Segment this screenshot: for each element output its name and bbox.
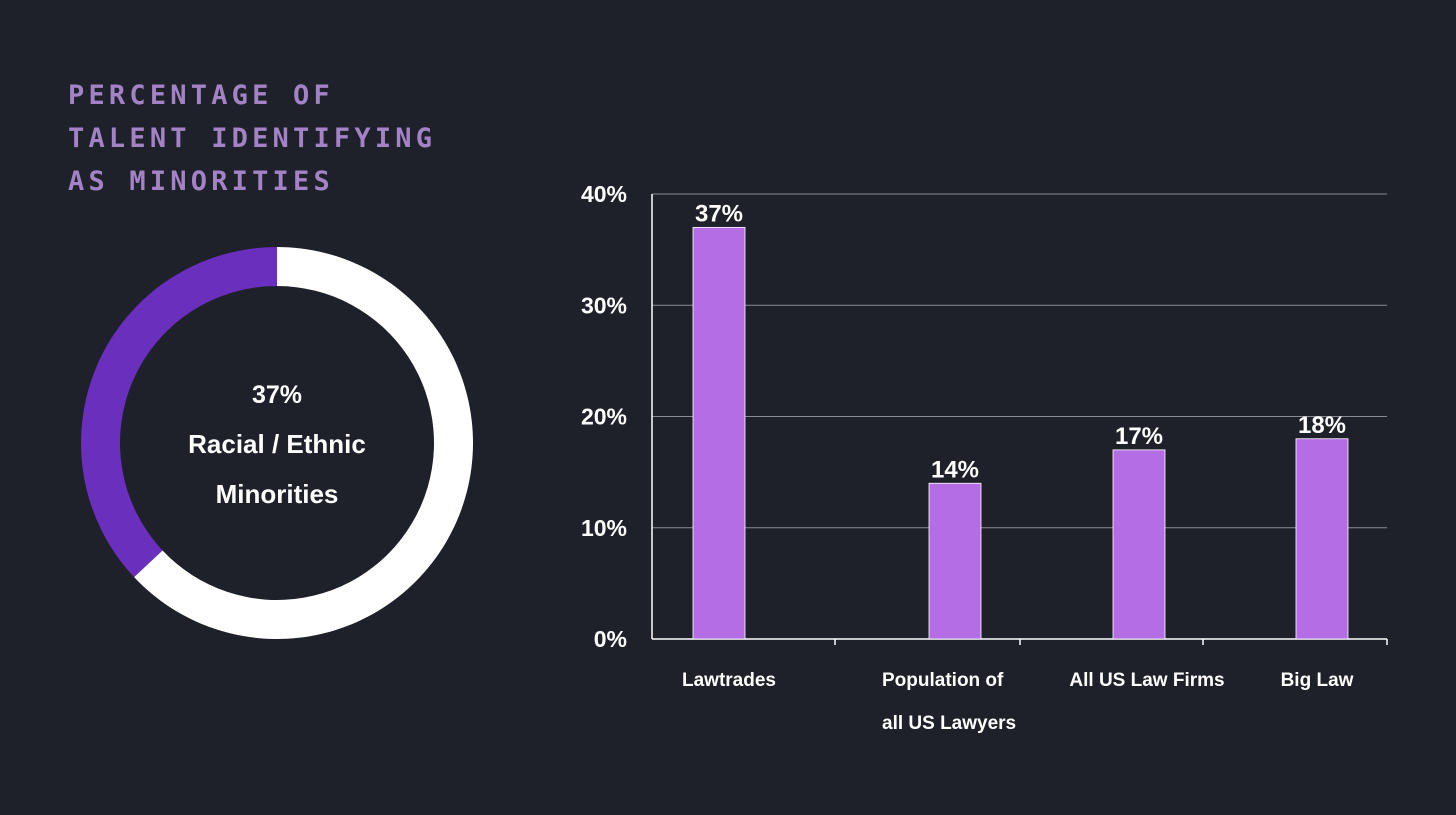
donut-slice-1 xyxy=(81,247,277,578)
donut-chart: 37% Racial / Ethnic Minorities xyxy=(81,247,474,639)
title-line-1: PERCENTAGE OF xyxy=(68,80,334,111)
bar-value-label-4: 18% xyxy=(1298,412,1346,439)
x-category-label-2-line-2: all US Lawyers xyxy=(882,713,1016,734)
bar-2 xyxy=(928,482,982,640)
x-category-label-1: Lawtrades xyxy=(682,670,776,691)
y-tick-label-40: 40% xyxy=(581,181,627,207)
donut-slice-2 xyxy=(134,247,474,639)
bar-1 xyxy=(692,226,746,640)
bar-3 xyxy=(1112,449,1166,640)
donut-center-label-2: Racial / Ethnic xyxy=(188,429,366,459)
donut-center-label-1: 37% xyxy=(252,381,302,409)
bar-value-label-2: 14% xyxy=(931,456,979,483)
x-category-label-4: Big Law xyxy=(1281,670,1354,691)
title-line-3: AS MINORITIES xyxy=(68,166,334,197)
title-line-2: TALENT IDENTIFYING xyxy=(68,123,437,154)
page-title: PERCENTAGE OF TALENT IDENTIFYING AS MINO… xyxy=(68,74,436,203)
donut-center-label-3: Minorities xyxy=(216,479,339,509)
y-tick-label-30: 30% xyxy=(581,292,627,318)
x-category-label-2-line-1: Population of xyxy=(882,670,1004,691)
y-tick-label-10: 10% xyxy=(581,515,627,541)
x-category-label-3: All US Law Firms xyxy=(1069,670,1224,691)
bar-4 xyxy=(1295,438,1349,640)
bar-value-label-3: 17% xyxy=(1115,423,1163,450)
y-tick-label-0: 0% xyxy=(594,626,627,652)
bar-value-label-1: 37% xyxy=(695,200,743,227)
y-tick-label-20: 20% xyxy=(581,404,627,430)
